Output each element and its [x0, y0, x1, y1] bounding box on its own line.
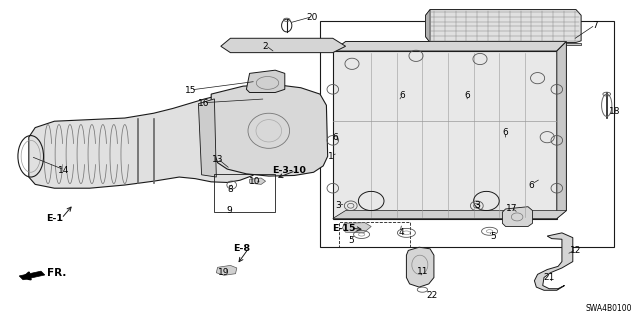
- Text: FR.: FR.: [47, 268, 66, 278]
- Bar: [320, 21, 614, 247]
- Text: 12: 12: [570, 246, 582, 255]
- Polygon shape: [29, 95, 262, 188]
- Text: E-8: E-8: [234, 244, 250, 253]
- Text: 8: 8: [228, 185, 233, 194]
- Text: 2: 2: [263, 42, 268, 51]
- Text: 3: 3: [474, 201, 479, 210]
- Text: 6: 6: [465, 91, 470, 100]
- Text: 21: 21: [543, 273, 555, 282]
- Text: 3: 3: [335, 201, 340, 210]
- Text: 17: 17: [506, 204, 518, 213]
- Polygon shape: [211, 85, 328, 176]
- Polygon shape: [333, 211, 566, 219]
- Text: 1: 1: [328, 152, 333, 161]
- Polygon shape: [342, 223, 371, 233]
- Polygon shape: [502, 207, 532, 226]
- Text: E-1: E-1: [47, 214, 63, 223]
- Polygon shape: [333, 51, 557, 219]
- Text: 14: 14: [58, 166, 70, 175]
- Text: E-3-10: E-3-10: [273, 166, 306, 175]
- Text: 4: 4: [399, 228, 404, 237]
- Text: 5: 5: [348, 236, 353, 245]
- Text: 5: 5: [490, 232, 495, 241]
- Polygon shape: [216, 265, 237, 275]
- Text: 20: 20: [307, 13, 318, 22]
- Text: 6: 6: [529, 181, 534, 189]
- Text: 16: 16: [198, 99, 209, 108]
- Text: 6: 6: [399, 91, 404, 100]
- Text: 13: 13: [212, 155, 223, 164]
- Text: SWA4B0100: SWA4B0100: [586, 304, 632, 313]
- Polygon shape: [19, 271, 45, 280]
- Polygon shape: [436, 43, 581, 45]
- Text: E-15: E-15: [333, 224, 356, 233]
- Polygon shape: [250, 178, 266, 184]
- Bar: [214, 174, 275, 212]
- Polygon shape: [406, 247, 434, 287]
- Text: 7: 7: [593, 21, 598, 30]
- Text: 6: 6: [333, 133, 338, 142]
- Polygon shape: [534, 233, 573, 290]
- Text: 15: 15: [185, 86, 196, 95]
- Text: 11: 11: [417, 267, 428, 276]
- Polygon shape: [557, 41, 566, 219]
- Text: 9: 9: [227, 206, 232, 215]
- Bar: [339, 222, 410, 247]
- Polygon shape: [198, 99, 216, 177]
- Polygon shape: [426, 10, 430, 42]
- Text: 19: 19: [218, 268, 230, 277]
- Text: 6: 6: [503, 128, 508, 137]
- Polygon shape: [333, 41, 566, 51]
- Text: 18: 18: [609, 107, 620, 116]
- Polygon shape: [246, 70, 285, 93]
- Polygon shape: [221, 38, 346, 53]
- Text: 22: 22: [426, 291, 438, 300]
- Text: 10: 10: [249, 177, 260, 186]
- Polygon shape: [426, 10, 581, 42]
